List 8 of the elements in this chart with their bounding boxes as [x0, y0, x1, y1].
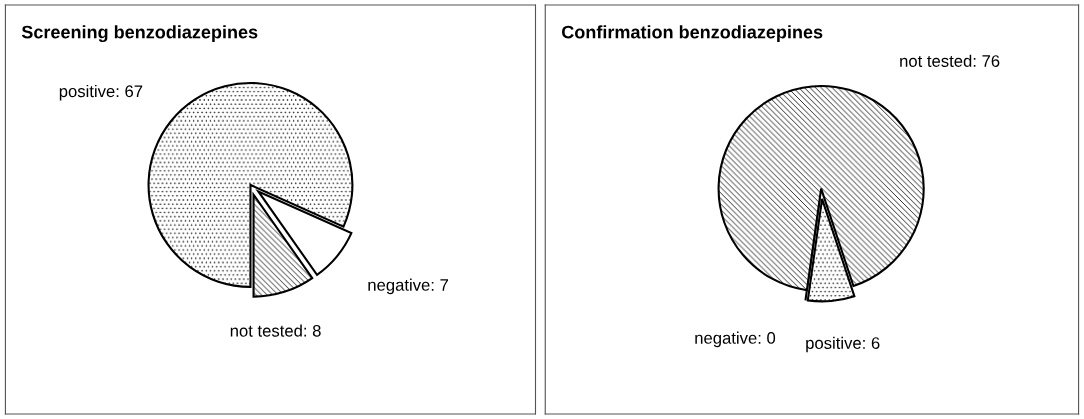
category-label: negative: 0: [695, 331, 776, 348]
slice-label: not tested: 76: [900, 54, 1000, 67]
chart-title: Screening benzodiazepines: [21, 25, 258, 43]
slice-label: negative: 7: [368, 278, 448, 295]
chart-title: Confirmation benzodiazepines: [561, 25, 823, 43]
slice-label: positive: 67: [59, 84, 143, 101]
slice-label: not tested: 8: [230, 324, 321, 337]
slice-label: positive: 6: [806, 336, 880, 353]
